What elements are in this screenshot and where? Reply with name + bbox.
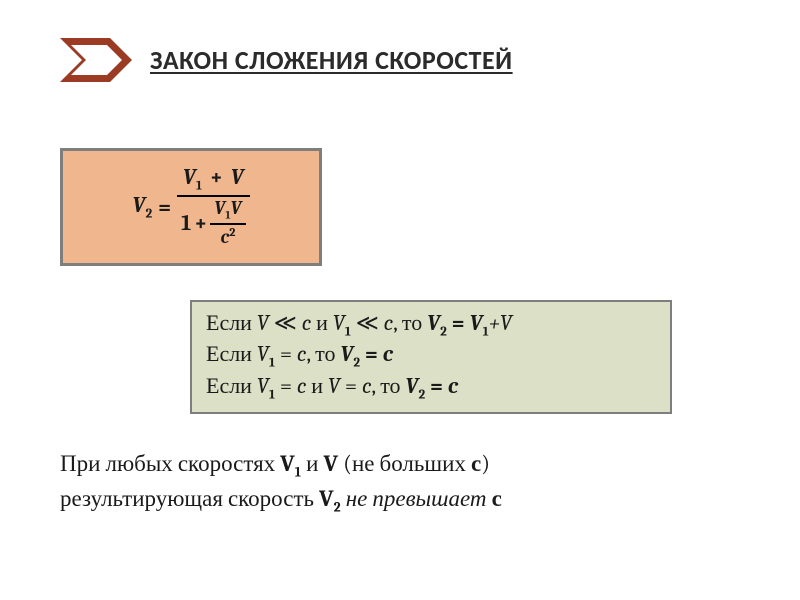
denominator: 1 + V1V c2 — [177, 199, 249, 248]
c3-V2: V — [405, 373, 418, 399]
c1-to: , то — [393, 310, 427, 336]
c3-and: и — [306, 373, 327, 399]
numerator: V1 + V — [179, 166, 248, 193]
c1-ll2: ≪ — [351, 310, 384, 336]
c3-if: Если — [206, 373, 257, 399]
s2-V2-sub: 2 — [334, 500, 341, 515]
c1-c: c — [302, 310, 312, 336]
s1-b: и — [301, 450, 323, 477]
c1-V2: V — [427, 310, 440, 336]
case-3: Если V1 = c и V = c, то V2 = c — [206, 373, 656, 402]
c1-if: Если — [206, 310, 257, 336]
inner-fraction: V1V c2 — [210, 199, 245, 248]
c3-V: V — [328, 373, 340, 399]
c2-to: , то — [306, 341, 340, 367]
chevron-icon — [60, 38, 132, 82]
equals: = — [158, 194, 171, 220]
main-formula: V2 = V1 + V 1 + V1V — [132, 166, 249, 249]
in-c-exp: 2 — [229, 226, 235, 240]
s1-V1: V — [280, 450, 295, 477]
c2-cb: c — [383, 341, 393, 367]
in-V: V — [231, 197, 242, 219]
inner-den: c2 — [217, 227, 240, 248]
case-2: Если V1 = c, то V2 = c — [206, 341, 656, 370]
s2-cc: с — [492, 485, 502, 512]
c2-if: Если — [206, 341, 257, 367]
c1-plus: + — [489, 310, 500, 336]
c2-eq: = — [275, 341, 297, 367]
c1-and: и — [311, 310, 332, 336]
c3-cb: c — [448, 373, 458, 399]
slide: ЗАКОН СЛОЖЕНИЯ СКОРОСТЕЙ V2 = V1 + V 1 + — [0, 0, 800, 600]
c1-c2: c — [384, 310, 394, 336]
summary-line-1: При любых скоростях V1 и V (не больших с… — [60, 450, 720, 481]
sub-2: 2 — [145, 207, 152, 222]
cases-box: Если V ≪ c и V1 ≪ c, то V2 = V1+V Если V… — [190, 300, 672, 414]
sym-V2: V — [132, 192, 145, 218]
c3-eq: = — [275, 373, 297, 399]
c1-eq: = — [447, 310, 470, 336]
c1-s2: 2 — [440, 324, 447, 339]
title-row: ЗАКОН СЛОЖЕНИЯ СКОРОСТЕЙ — [0, 38, 800, 82]
s2-V2: V — [319, 485, 334, 512]
den-1: 1 — [181, 212, 191, 235]
c1-ll: ≪ — [269, 310, 302, 336]
s1-c: (не больших — [338, 450, 471, 477]
s1-a: При любых скоростях — [60, 450, 280, 477]
main-fraction: V1 + V 1 + V1V c2 — [177, 166, 249, 249]
c3-eq3: = — [425, 373, 448, 399]
s1-cc: с — [471, 450, 481, 477]
c3-V1: V — [257, 373, 269, 399]
c1-Vb: V — [500, 310, 512, 336]
c3-c2: c — [362, 373, 372, 399]
c3-eq2: = — [340, 373, 362, 399]
num-V: V — [231, 164, 244, 190]
s2-a: результирующая скорость — [60, 485, 319, 512]
case-1: Если V ≪ c и V1 ≪ c, то V2 = V1+V — [206, 310, 656, 339]
main-formula-box: V2 = V1 + V 1 + V1V — [60, 148, 322, 266]
c1-V: V — [257, 310, 269, 336]
slide-title: ЗАКОН СЛОЖЕНИЯ СКОРОСТЕЙ — [150, 44, 513, 76]
inner-num: V1V — [210, 199, 245, 222]
num-V1-sub: 1 — [196, 178, 202, 193]
s2-it: не превышает — [346, 485, 487, 512]
c2-eq2: = — [360, 341, 383, 367]
formula-lhs: V2 — [132, 192, 152, 221]
c2-V2: V — [340, 341, 353, 367]
in-V1: V — [214, 197, 225, 219]
summary-line-2: результирующая скорость V2 не превышает … — [60, 485, 720, 516]
in-c: c — [221, 227, 230, 249]
num-plus: + — [207, 164, 226, 190]
summary-text: При любых скоростях V1 и V (не больших с… — [60, 446, 720, 519]
c1-V1: V — [333, 310, 345, 336]
inner-bar — [210, 223, 245, 225]
c3-to: , то — [372, 373, 406, 399]
s1-d: ) — [481, 450, 490, 477]
c2-V1: V — [257, 341, 269, 367]
den-plus: + — [194, 212, 207, 235]
c1-V1b: V — [470, 310, 483, 336]
s1-V: V — [324, 450, 339, 477]
num-V1: V — [183, 164, 196, 190]
